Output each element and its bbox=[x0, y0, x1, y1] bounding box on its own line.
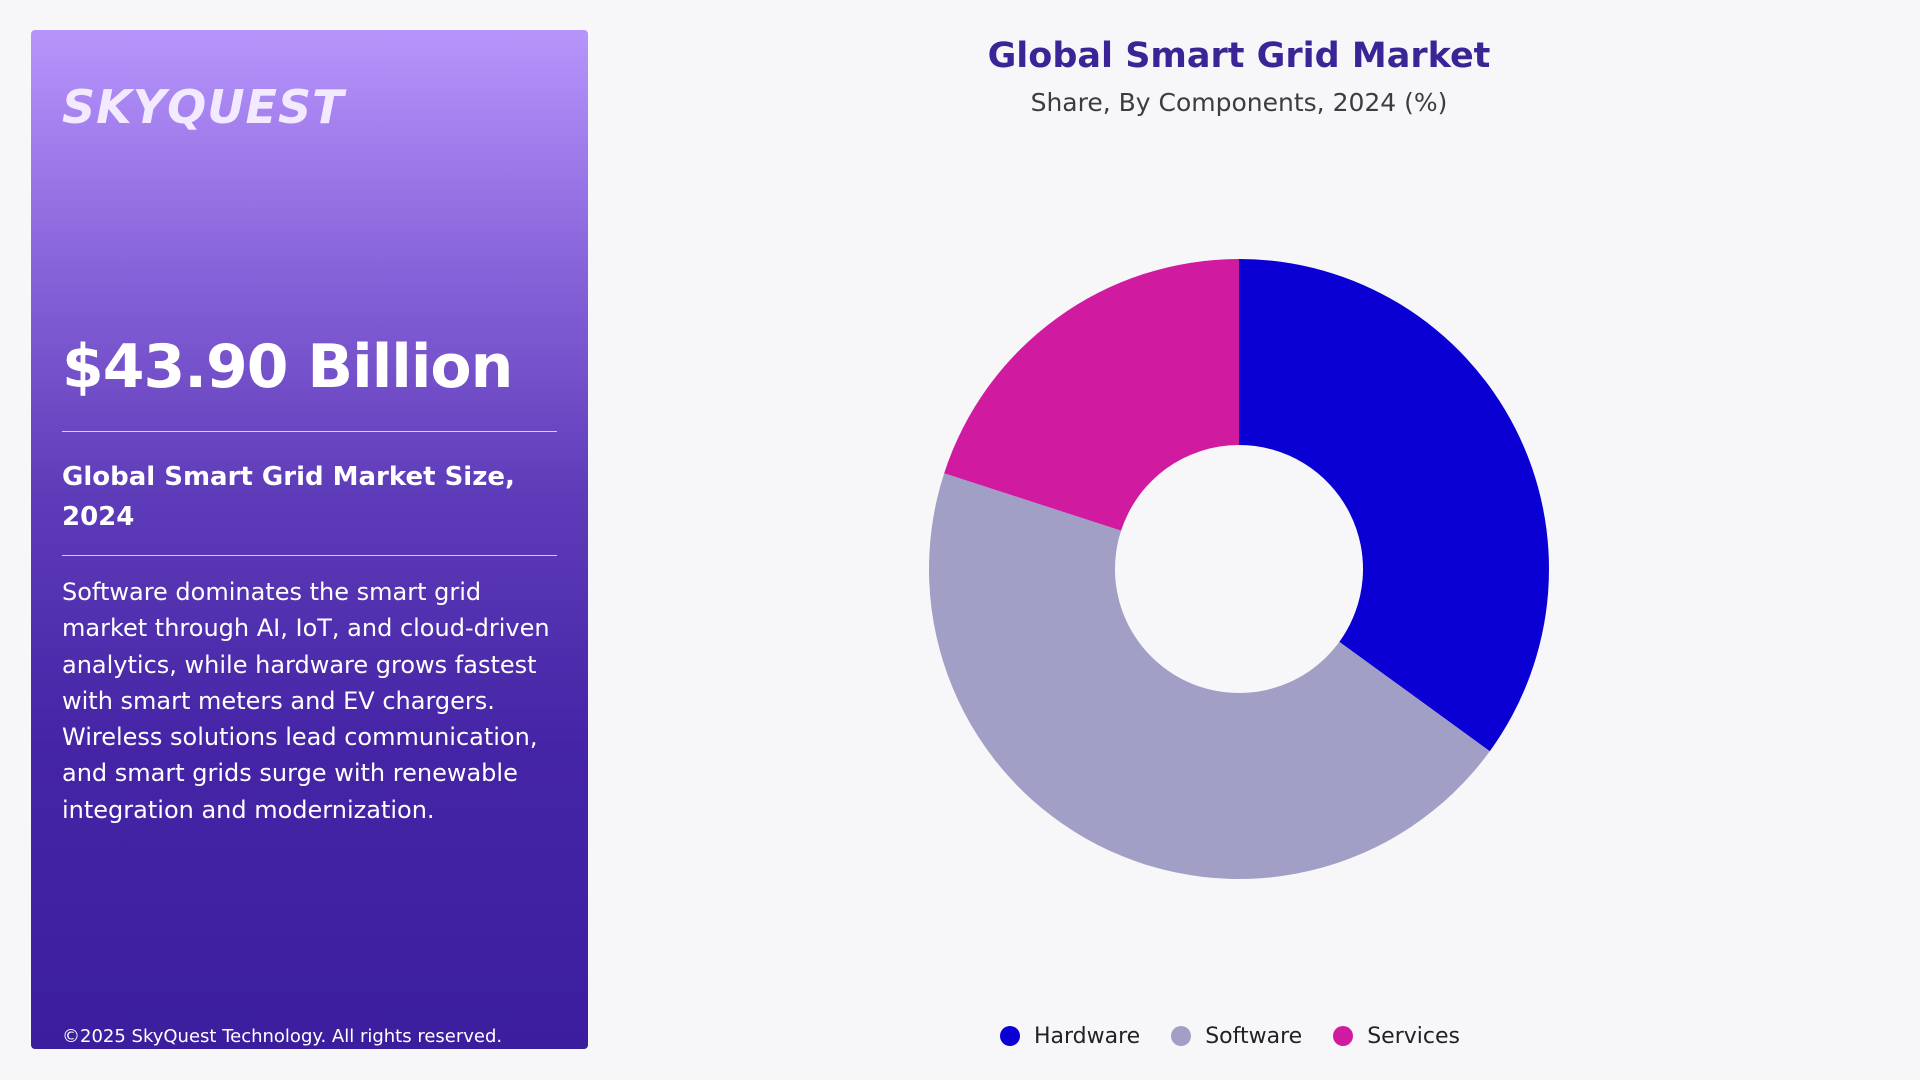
legend-swatch-hardware bbox=[1000, 1026, 1020, 1046]
market-size-label: Global Smart Grid Market Size, 2024 bbox=[62, 462, 515, 532]
chart-title: Global Smart Grid Market bbox=[987, 36, 1491, 76]
legend-label-hardware: Hardware bbox=[1034, 1023, 1141, 1049]
brand-logo: SKYQUEST bbox=[62, 80, 345, 134]
chart-legend: Hardware Software Services bbox=[1000, 1020, 1460, 1052]
legend-label-software: Software bbox=[1205, 1023, 1303, 1049]
divider-bottom bbox=[62, 555, 557, 556]
chart-subtitle: Share, By Components, 2024 (%) bbox=[1030, 88, 1448, 117]
donut-slice-software bbox=[928, 473, 1490, 880]
donut-slice-services bbox=[944, 258, 1239, 531]
market-value: $43.90 Billion bbox=[62, 332, 513, 402]
summary-panel: SKYQUEST $43.90 Billion Global Smart Gri… bbox=[31, 30, 588, 1049]
copyright-notice: ©2025 SkyQuest Technology. All rights re… bbox=[62, 1026, 503, 1047]
market-description: Software dominates the smart grid market… bbox=[62, 578, 550, 824]
legend-item-software: Software bbox=[1171, 1024, 1302, 1049]
legend-item-hardware: Hardware bbox=[1000, 1024, 1140, 1049]
divider-top bbox=[62, 431, 557, 432]
legend-swatch-services bbox=[1333, 1026, 1354, 1046]
legend-label-services: Services bbox=[1367, 1023, 1460, 1049]
legend-swatch-software bbox=[1171, 1026, 1192, 1046]
legend-item-services: Services bbox=[1333, 1024, 1460, 1049]
donut-slice-hardware bbox=[1239, 259, 1549, 752]
